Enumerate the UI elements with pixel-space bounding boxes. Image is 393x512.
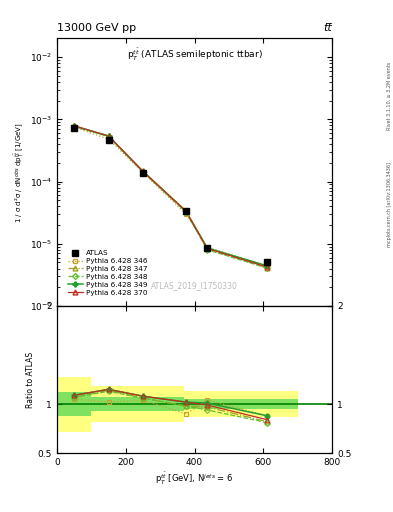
X-axis label: p$^{t\bar{t}}_{T}$ [GeV], N$^{jets}$ = 6: p$^{t\bar{t}}_{T}$ [GeV], N$^{jets}$ = 6 (155, 471, 234, 487)
Text: 13000 GeV pp: 13000 GeV pp (57, 23, 136, 33)
Y-axis label: 1 / σ d²σ / dN$^{obs}$ dp$^{t\bar{t}}_{T}$ [1/GeV]: 1 / σ d²σ / dN$^{obs}$ dp$^{t\bar{t}}_{T… (13, 122, 27, 223)
Text: Rivet 3.1.10, ≥ 3.2M events: Rivet 3.1.10, ≥ 3.2M events (387, 61, 392, 130)
Text: ATLAS_2019_I1750330: ATLAS_2019_I1750330 (151, 281, 238, 290)
Text: mcplots.cern.ch [arXiv:1306.3436]: mcplots.cern.ch [arXiv:1306.3436] (387, 162, 392, 247)
Legend: ATLAS, Pythia 6.428 346, Pythia 6.428 347, Pythia 6.428 348, Pythia 6.428 349, P: ATLAS, Pythia 6.428 346, Pythia 6.428 34… (66, 249, 149, 297)
Text: tt̅: tt̅ (323, 23, 332, 33)
Text: p$_T^{t\bar{t}}$ (ATLAS semileptonic ttbar): p$_T^{t\bar{t}}$ (ATLAS semileptonic ttb… (127, 47, 263, 62)
Y-axis label: Ratio to ATLAS: Ratio to ATLAS (26, 351, 35, 408)
